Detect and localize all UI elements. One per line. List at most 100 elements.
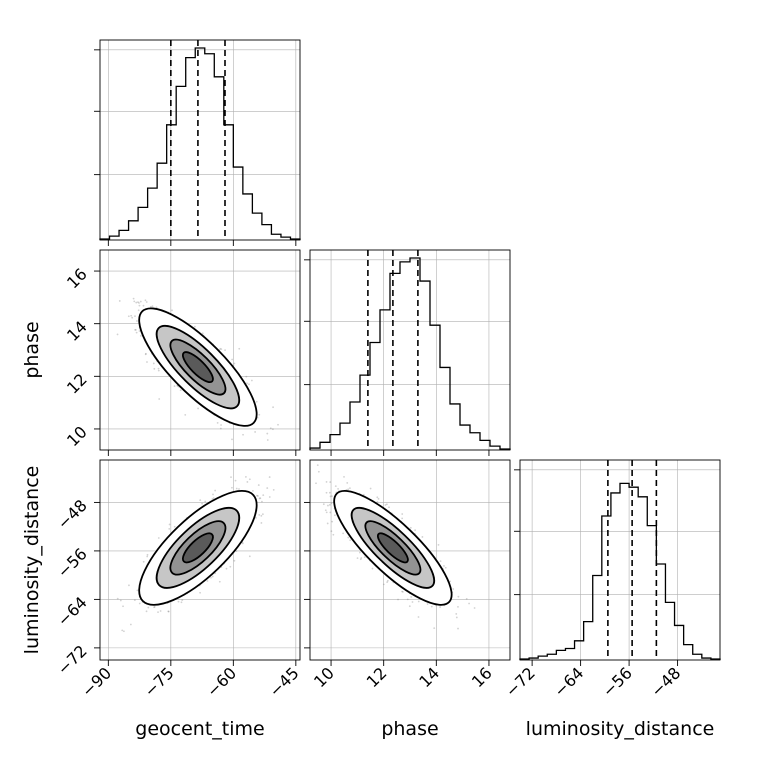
scatter-phase-vs-luminosity-distance-sample xyxy=(410,596,413,598)
scatter-phase-vs-luminosity-distance-contour-3 xyxy=(376,532,409,564)
scatter-geocent-time-vs-luminosity-distance-sample xyxy=(201,502,204,505)
scatter-phase-vs-luminosity-distance-sample xyxy=(315,482,317,485)
scatter-geocent-time-vs-phase-sample xyxy=(135,331,138,334)
hist-geocent-time-frame xyxy=(99,39,301,241)
scatter-geocent-time-vs-phase-sample xyxy=(155,306,158,309)
scatter-phase-vs-luminosity-distance-sample xyxy=(377,497,380,500)
scatter-phase-vs-luminosity-distance-sample xyxy=(433,627,436,630)
scatter-phase-vs-luminosity-distance-sample xyxy=(331,495,333,497)
scatter-geocent-time-vs-luminosity-distance-sample xyxy=(248,555,251,558)
scatter-geocent-time-vs-luminosity-distance-sample xyxy=(157,611,159,614)
scatter-geocent-time-vs-luminosity-distance-sample xyxy=(230,476,232,478)
scatter-geocent-time-vs-phase-contour-2 xyxy=(169,338,227,396)
hist-geocent-time-steps xyxy=(99,47,301,240)
scatter-geocent-time-vs-luminosity-distance-contour-3 xyxy=(182,532,214,564)
scatter-phase-vs-luminosity-distance-sample xyxy=(358,551,361,554)
scatter-geocent-time-vs-luminosity-distance-sample xyxy=(272,488,275,491)
scatter-phase-vs-luminosity-distance-sample xyxy=(363,556,366,559)
scatter-geocent-time-vs-luminosity-distance-sample xyxy=(153,605,156,608)
scatter-phase-vs-luminosity-distance-sample xyxy=(382,583,385,586)
scatter-phase-vs-luminosity-distance-sample xyxy=(386,579,389,582)
scatter-phase-vs-luminosity-distance-sample xyxy=(346,482,349,484)
scatter-geocent-time-vs-phase-sample xyxy=(220,348,223,351)
scatter-phase-vs-luminosity-distance-sample xyxy=(342,532,345,535)
scatter-geocent-time-vs-phase-sample xyxy=(139,300,142,303)
scatter-phase-vs-luminosity-distance-sample xyxy=(421,536,424,538)
scatter-geocent-time-vs-luminosity-distance-sample xyxy=(260,522,263,524)
hist-phase-frame xyxy=(309,249,511,451)
scatter-phase-vs-luminosity-distance-sample xyxy=(356,557,359,560)
hist-phase-panel xyxy=(304,250,511,450)
scatter-geocent-time-vs-phase-sample xyxy=(266,439,269,441)
scatter-geocent-time-vs-phase-sample xyxy=(142,304,145,307)
scatter-geocent-time-vs-luminosity-distance-sample xyxy=(121,629,124,632)
scatter-phase-vs-luminosity-distance-sample xyxy=(325,481,328,483)
hist-luminosity-distance-panel xyxy=(514,460,721,660)
scatter-geocent-time-vs-phase-clipped xyxy=(116,297,279,441)
scatter-geocent-time-vs-luminosity-distance-sample xyxy=(181,599,184,601)
scatter-geocent-time-vs-phase-sample xyxy=(197,407,199,410)
scatter-phase-vs-luminosity-distance-sample xyxy=(457,605,459,608)
scatter-phase-vs-luminosity-distance-sample xyxy=(401,590,403,593)
scatter-geocent-time-vs-luminosity-distance-sample xyxy=(262,494,265,497)
scatter-geocent-time-vs-luminosity-distance-sample xyxy=(268,496,271,498)
x-axis-label-geocent-time: geocent_time xyxy=(135,718,264,740)
scatter-geocent-time-vs-phase-sample xyxy=(144,299,147,302)
scatter-geocent-time-vs-phase-sample xyxy=(233,362,236,365)
scatter-phase-vs-luminosity-distance-sample xyxy=(322,503,325,506)
scatter-phase-vs-luminosity-distance-sample xyxy=(331,520,334,523)
scatter-phase-vs-luminosity-distance-sample xyxy=(408,605,411,608)
axis-labels: geocent_time phase luminosity_distance p… xyxy=(21,321,714,740)
scatter-phase-vs-luminosity-distance-sample xyxy=(359,558,362,561)
scatter-phase-vs-luminosity-distance-sample xyxy=(417,600,420,603)
scatter-geocent-time-vs-luminosity-distance-sample xyxy=(212,493,214,496)
scatter-phase-vs-luminosity-distance-sample xyxy=(330,502,333,505)
scatter-geocent-time-vs-luminosity-distance-clipped xyxy=(116,476,275,633)
scatter-geocent-time-vs-luminosity-distance-sample xyxy=(248,478,251,481)
scatter-geocent-time-vs-luminosity-distance-sample xyxy=(199,499,202,502)
scatter-phase-vs-luminosity-distance-sample xyxy=(397,598,399,601)
scatter-phase-vs-luminosity-distance-contour-0 xyxy=(333,490,453,606)
scatter-geocent-time-vs-luminosity-distance-sample xyxy=(147,606,150,609)
y-axis-label-phase: phase xyxy=(21,321,43,378)
scatter-geocent-time-vs-phase-sample xyxy=(118,300,121,302)
scatter-phase-vs-luminosity-distance-density-3 xyxy=(377,533,408,563)
scatter-geocent-time-vs-phase-sample xyxy=(132,297,135,300)
scatter-geocent-time-vs-luminosity-distance-sample xyxy=(142,560,145,563)
scatter-phase-vs-luminosity-distance-sample xyxy=(328,503,331,506)
scatter-geocent-time-vs-luminosity-distance-contour-1 xyxy=(155,506,241,589)
scatter-geocent-time-vs-luminosity-distance-sample xyxy=(233,559,236,562)
scatter-geocent-time-vs-luminosity-distance-sample xyxy=(146,553,149,556)
scatter-geocent-time-vs-phase-sample xyxy=(246,382,248,385)
scatter-geocent-time-vs-luminosity-distance-sample xyxy=(218,580,221,583)
scatter-phase-vs-luminosity-distance-sample xyxy=(337,487,339,490)
scatter-phase-vs-luminosity-distance-sample xyxy=(401,517,404,520)
scatter-geocent-time-vs-luminosity-distance-sample xyxy=(234,479,237,482)
scatter-geocent-time-vs-luminosity-distance-sample xyxy=(244,476,247,478)
scatter-geocent-time-vs-phase-sample xyxy=(250,379,253,382)
scatter-phase-vs-luminosity-distance-sample xyxy=(329,511,332,514)
scatter-geocent-time-vs-phase-panel xyxy=(100,250,300,450)
scatter-geocent-time-vs-luminosity-distance-sample xyxy=(146,555,149,558)
scatter-geocent-time-vs-phase-sample xyxy=(173,385,176,388)
scatter-phase-vs-luminosity-distance-sample xyxy=(444,566,447,569)
scatter-phase-vs-luminosity-distance-sample xyxy=(439,606,442,608)
scatter-geocent-time-vs-luminosity-distance-sample xyxy=(168,527,171,530)
scatter-phase-vs-luminosity-distance-sample xyxy=(326,522,329,525)
scatter-geocent-time-vs-phase-sample xyxy=(277,423,279,426)
scatter-geocent-time-vs-phase-sample xyxy=(134,328,136,331)
scatter-geocent-time-vs-phase-sample xyxy=(258,413,261,416)
scatter-geocent-time-vs-phase-sample xyxy=(255,400,258,403)
x-axis-label-luminosity-distance: luminosity_distance xyxy=(526,718,715,740)
scatter-geocent-time-vs-phase-sample xyxy=(254,431,257,433)
scatter-geocent-time-vs-luminosity-distance-sample xyxy=(261,500,263,503)
scatter-geocent-time-vs-luminosity-distance-sample xyxy=(199,591,201,594)
scatter-phase-vs-luminosity-distance-sample xyxy=(386,581,389,584)
scatter-geocent-time-vs-phase-sample xyxy=(231,438,233,441)
scatter-geocent-time-vs-luminosity-distance-sample xyxy=(229,565,232,568)
scatter-geocent-time-vs-phase-sample xyxy=(224,349,226,352)
scatter-phase-vs-luminosity-distance-sample xyxy=(426,603,429,605)
scatter-geocent-time-vs-luminosity-distance-sample xyxy=(210,576,212,579)
scatter-phase-vs-luminosity-distance-sample xyxy=(369,487,372,490)
scatter-geocent-time-vs-phase-sample xyxy=(158,398,161,400)
